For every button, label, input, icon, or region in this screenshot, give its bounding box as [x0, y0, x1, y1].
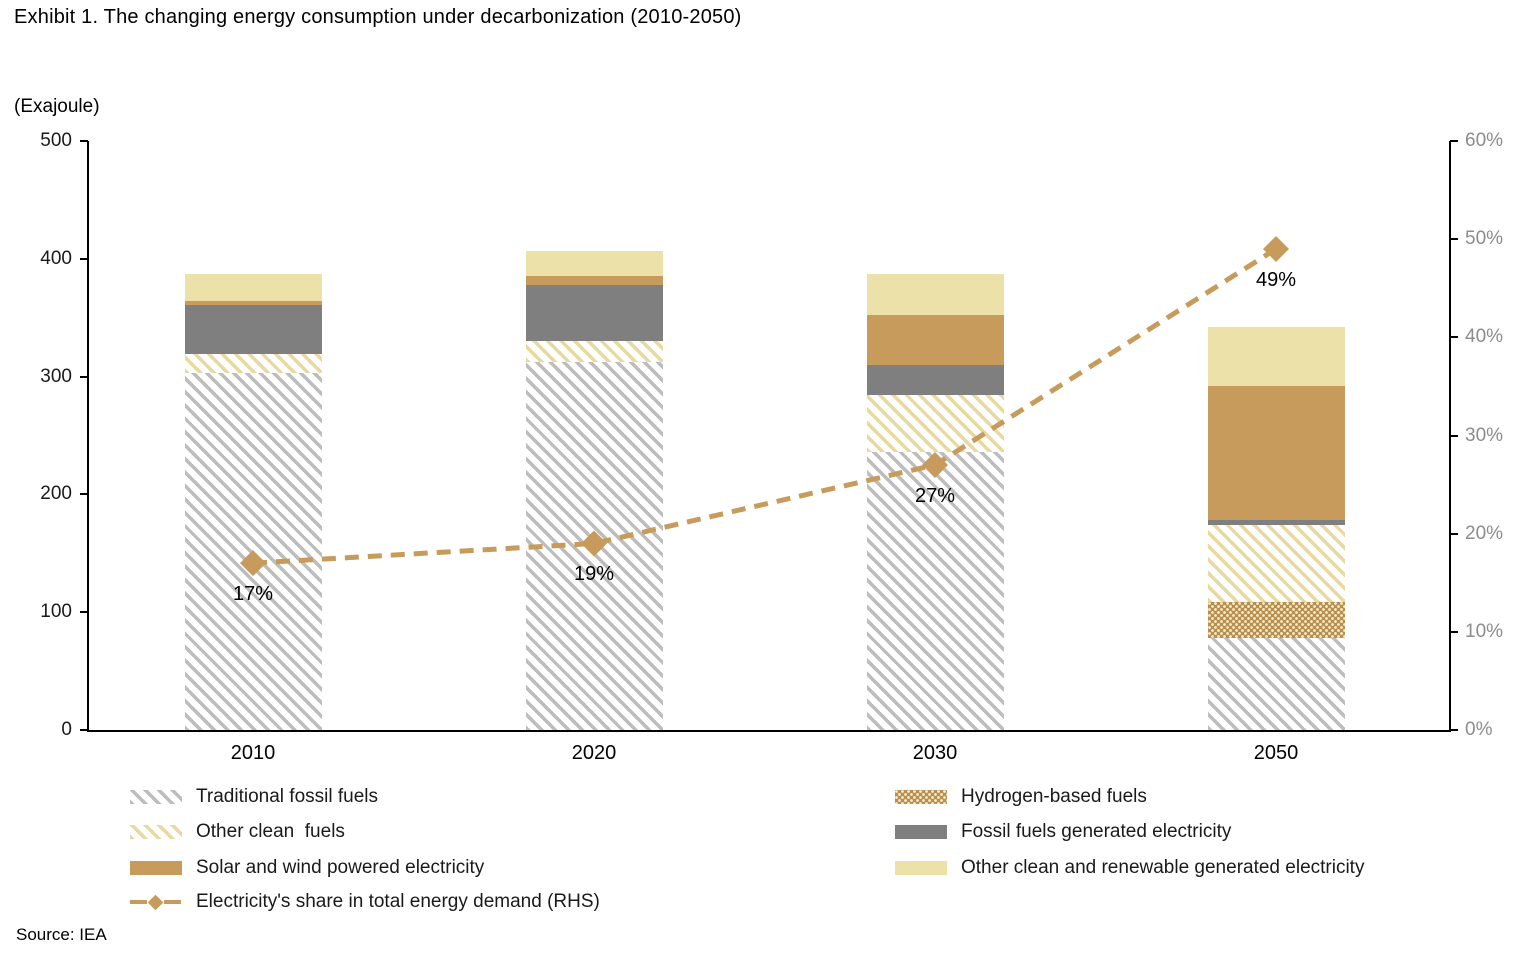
right-axis-tick [1450, 238, 1458, 241]
x-axis-label-2020: 2020 [571, 742, 617, 764]
right-axis-tick [1450, 140, 1458, 142]
bar-segment-fossil_electricity-2030 [866, 364, 1004, 396]
bar-segment-hydrogen-2050 [1207, 601, 1345, 639]
legend-item: Hydrogen-based fuels [895, 785, 1147, 809]
right-axis-tick [1450, 336, 1458, 339]
legend-swatch-solid-cream [895, 861, 947, 875]
legend-label: Electricity's share in total energy dema… [196, 891, 600, 912]
legend-label: Fossil fuels generated electricity [961, 821, 1232, 842]
legend-item: Other clean and renewable generated elec… [895, 856, 1364, 880]
line-marker-2010 [240, 550, 266, 577]
legend-label: Traditional fossil fuels [196, 786, 378, 807]
left-axis-tick-label: 500 [40, 130, 72, 151]
x-axis-label-2010: 2010 [230, 742, 276, 764]
bar-segment-fossil_electricity-2050 [1207, 520, 1345, 526]
right-axis-tick-label: 10% [1465, 620, 1504, 642]
bar-segment-fossil_electricity-2020 [525, 284, 663, 342]
bar-segment-fossil_electricity-2010 [184, 304, 322, 355]
electricity-share-line-path [252, 246, 1278, 566]
bar-segment-solar_wind-2030 [866, 315, 1004, 365]
left-axis-tick [80, 611, 88, 614]
left-axis-tick [80, 375, 88, 378]
left-axis-line [87, 141, 89, 732]
right-axis-tick-label: 40% [1465, 326, 1504, 348]
line-marker-2020 [581, 530, 607, 557]
legend-item: Electricity's share in total energy dema… [130, 890, 600, 914]
bar-segment-other_clean_fuels-2050 [1207, 525, 1345, 602]
bar-segment-other_clean_renewable-2020 [525, 250, 663, 277]
legend-label: Other clean and renewable generated elec… [961, 857, 1365, 878]
x-axis-line [87, 730, 1451, 732]
legend-swatch-solid-tan [130, 861, 182, 875]
left-axis-tick-label: 100 [40, 601, 72, 623]
left-axis-tick [80, 729, 88, 731]
right-axis-tick-label: 20% [1465, 522, 1504, 544]
right-axis-tick-label: 0% [1465, 719, 1493, 740]
legend-line-diamond-icon [147, 894, 164, 910]
legend-item: Solar and wind powered electricity [130, 856, 484, 880]
legend-label: Solar and wind powered electricity [196, 857, 485, 878]
bar-segment-solar_wind-2010 [184, 301, 322, 305]
source-note: Source: IEA [16, 925, 107, 944]
legend-swatch-line-icon [130, 894, 182, 910]
left-axis-tick-label: 0 [61, 719, 72, 740]
right-axis-tick [1450, 630, 1458, 633]
legend-line-dash [164, 900, 181, 904]
right-axis-tick-label: 30% [1465, 424, 1504, 446]
right-axis-tick [1450, 434, 1458, 437]
bar-segment-other_clean_renewable-2010 [184, 274, 322, 302]
bar-segment-other_clean_fuels-2030 [866, 395, 1004, 452]
right-axis-tick-label: 60% [1465, 130, 1504, 151]
line-point-label-2030: 27% [914, 484, 956, 507]
left-axis-unit-label: (Exajoule) [14, 96, 100, 117]
right-axis-line [1449, 141, 1451, 732]
line-point-label-2010: 17% [232, 583, 274, 606]
right-axis-tick [1450, 532, 1458, 535]
legend-label: Other clean fuels [196, 821, 345, 842]
bar-segment-other_clean_renewable-2030 [866, 274, 1004, 316]
left-axis-tick [80, 140, 88, 142]
legend-line-dash [130, 900, 147, 904]
legend-swatch-solid-gray [895, 825, 947, 839]
line-point-label-2050: 49% [1255, 268, 1297, 291]
bar-segment-other_clean_fuels-2010 [184, 354, 322, 374]
legend-item: Other clean fuels [130, 820, 345, 844]
line-marker-2030 [922, 451, 948, 478]
bar-segment-traditional_fossil-2050 [1207, 638, 1345, 730]
line-marker-2050 [1263, 235, 1289, 262]
left-axis-tick [80, 493, 88, 496]
left-axis-tick-label: 300 [40, 365, 72, 387]
legend-item: Traditional fossil fuels [130, 785, 378, 809]
legend-swatch-hatch-yellow [130, 825, 182, 839]
legend-label: Hydrogen-based fuels [961, 786, 1147, 807]
left-axis-tick-label: 400 [40, 247, 72, 269]
x-axis-label-2030: 2030 [912, 742, 958, 764]
legend-swatch-hatch-gray [130, 790, 182, 804]
left-axis-tick-label: 200 [40, 483, 72, 505]
bar-segment-solar_wind-2050 [1207, 386, 1345, 521]
left-axis-tick [80, 257, 88, 260]
legend-item: Fossil fuels generated electricity [895, 820, 1231, 844]
x-axis-label-2050: 2050 [1253, 742, 1299, 764]
chart-title: Exhibit 1. The changing energy consumpti… [14, 6, 742, 28]
bar-segment-traditional_fossil-2030 [866, 451, 1004, 730]
legend-swatch-dots-brown [895, 790, 947, 804]
bar-segment-other_clean_fuels-2020 [525, 341, 663, 363]
bar-segment-other_clean_renewable-2050 [1207, 327, 1345, 386]
bar-segment-solar_wind-2020 [525, 276, 663, 285]
line-point-label-2020: 19% [573, 563, 615, 586]
right-axis-tick-label: 50% [1465, 228, 1504, 250]
right-axis-tick [1450, 729, 1458, 731]
